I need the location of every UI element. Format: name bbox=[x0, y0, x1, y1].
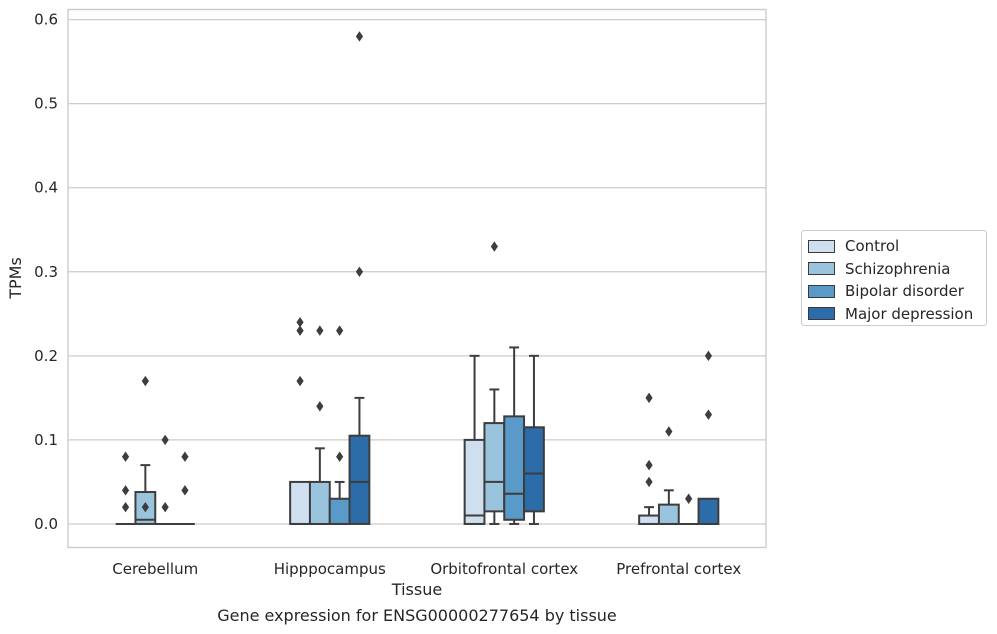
box-group bbox=[115, 451, 136, 525]
y-axis-ticks: 0.0 0.1 0.2 0.3 0.4 0.5 0.6 bbox=[34, 11, 58, 533]
outlier-point bbox=[141, 501, 149, 513]
outlier-point bbox=[121, 501, 130, 513]
y-tick-label: 0.6 bbox=[34, 11, 58, 29]
outlier-point bbox=[336, 451, 344, 462]
legend-label: Control bbox=[845, 237, 900, 256]
y-tick-label: 0.5 bbox=[34, 95, 58, 113]
legend-label: Bipolar disorder bbox=[845, 282, 964, 301]
outlier-point bbox=[121, 451, 130, 462]
y-tick-label: 0.3 bbox=[34, 263, 58, 281]
outlier-point bbox=[316, 325, 324, 336]
x-tick-label: Hipppocampus bbox=[274, 560, 386, 578]
y-tick-label: 0.0 bbox=[34, 515, 58, 533]
chart-caption: Gene expression for ENSG00000277654 by t… bbox=[217, 606, 617, 625]
box bbox=[463, 438, 486, 525]
legend-item: Major depression bbox=[808, 303, 986, 326]
box-group bbox=[678, 493, 699, 525]
legend-label: Major depression bbox=[845, 304, 974, 323]
outlier-point bbox=[645, 392, 653, 404]
outlier-point bbox=[704, 350, 713, 362]
box-group bbox=[483, 241, 506, 525]
outlier-point bbox=[121, 485, 130, 496]
legend-swatch bbox=[808, 262, 835, 276]
x-axis-label: Tissue bbox=[391, 580, 442, 599]
outlier-point bbox=[336, 325, 344, 336]
box bbox=[483, 422, 506, 513]
outlier-point bbox=[181, 485, 189, 496]
x-tick-label: Prefrontal cortex bbox=[616, 560, 741, 578]
y-tick-label: 0.4 bbox=[34, 179, 58, 197]
outlier-point bbox=[296, 375, 304, 387]
box bbox=[697, 497, 720, 525]
legend-label: Schizophrenia bbox=[845, 259, 951, 278]
box bbox=[289, 480, 311, 525]
y-axis-label: TPMs bbox=[6, 257, 25, 300]
outlier-point bbox=[645, 476, 653, 488]
box-group bbox=[697, 350, 720, 525]
legend-item: Bipolar disorder bbox=[808, 280, 986, 303]
box-group bbox=[155, 434, 176, 525]
outlier-point bbox=[490, 241, 498, 252]
y-tick-label: 0.2 bbox=[34, 347, 58, 365]
box-group bbox=[289, 317, 311, 525]
outlier-point bbox=[704, 409, 713, 420]
box-group bbox=[308, 325, 331, 525]
box-group bbox=[134, 375, 157, 525]
box-group bbox=[638, 392, 660, 525]
legend-swatch bbox=[808, 284, 835, 298]
legend-item: Schizophrenia bbox=[808, 258, 986, 281]
outlier-point bbox=[355, 266, 364, 277]
box-group bbox=[463, 354, 486, 525]
outlier-point bbox=[685, 493, 693, 504]
box bbox=[328, 497, 351, 525]
legend: Control Schizophrenia Bipolar disorder Majo… bbox=[801, 230, 987, 326]
box bbox=[503, 415, 526, 521]
outlier-point bbox=[181, 451, 189, 462]
outlier-point bbox=[645, 459, 653, 471]
box bbox=[348, 434, 371, 525]
outlier-point bbox=[355, 31, 364, 42]
box-group bbox=[503, 346, 526, 525]
box bbox=[523, 426, 545, 513]
outlier-point bbox=[161, 434, 169, 446]
legend-item: Control bbox=[808, 235, 986, 258]
outlier-point bbox=[316, 401, 324, 412]
outlier-point bbox=[141, 375, 149, 387]
outlier-point bbox=[161, 501, 169, 513]
legend-swatch bbox=[808, 307, 835, 321]
x-tick-label: Cerebellum bbox=[112, 560, 198, 578]
gridlines bbox=[68, 18, 766, 525]
legend-swatch bbox=[808, 239, 835, 253]
axes-frame bbox=[67, 8, 767, 549]
box bbox=[308, 480, 331, 525]
box-group bbox=[175, 451, 195, 525]
outlier-point bbox=[296, 325, 304, 336]
box-group bbox=[328, 325, 351, 525]
box bbox=[657, 503, 680, 525]
box bbox=[638, 514, 660, 525]
box-group bbox=[657, 426, 680, 525]
outlier-point bbox=[296, 317, 304, 328]
y-tick-label: 0.1 bbox=[34, 431, 58, 449]
x-axis-ticks: Cerebellum Hipppocampus Orbitofrontal cort… bbox=[112, 560, 741, 578]
plot-area bbox=[115, 31, 720, 525]
x-tick-label: Orbitofrontal cortex bbox=[430, 560, 578, 578]
box-group bbox=[523, 354, 545, 525]
box-group bbox=[348, 31, 371, 525]
outlier-point bbox=[665, 426, 673, 437]
